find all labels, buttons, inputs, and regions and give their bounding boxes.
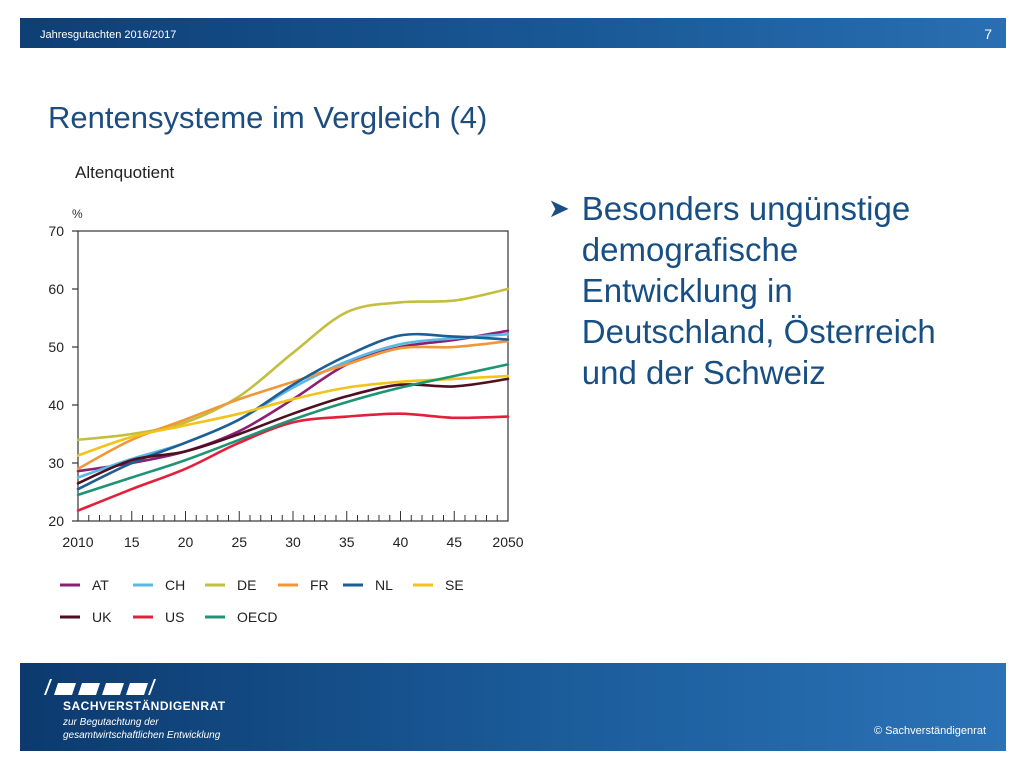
chart-container: Altenquotient% 20 30 40 50 60 70 2010 15 20 25 30 35… — [30, 150, 540, 640]
y-tick-label: 40 — [48, 397, 64, 413]
x-tick-label: 2050 — [492, 534, 523, 550]
bullet-line: Deutschland, Österreich — [581, 313, 936, 350]
x-tick-label: 2010 — [62, 534, 93, 550]
y-tick-label: 50 — [48, 339, 64, 355]
legend-label-at: AT — [92, 577, 109, 593]
y-axis-unit: % — [72, 207, 83, 221]
plot-frame — [77, 230, 509, 522]
x-tick-label: 40 — [393, 534, 409, 550]
y-tick-label: 30 — [48, 455, 64, 471]
chart-title: Altenquotient — [75, 163, 175, 182]
footer-bar: SACHVERSTÄNDIGENRAT zur Begutachtung der… — [20, 663, 1006, 751]
arrow-bullet-icon: ➤ — [548, 193, 570, 223]
report-title: Jahresgutachten 2016/2017 — [40, 29, 177, 41]
series-line-fr — [76, 339, 510, 471]
organization-subtitle: zur Begutachtung der gesamtwirtschaftlic… — [63, 716, 220, 742]
x-tick-label: 20 — [178, 534, 194, 550]
bullet-line: Besonders ungünstige — [581, 190, 911, 227]
subtitle-line: gesamtwirtschaftlichen Entwicklung — [63, 730, 221, 741]
series-line-nl — [76, 332, 510, 491]
slide-title: Rentensysteme im Vergleich (4) — [48, 100, 488, 135]
x-tick-label: 45 — [446, 534, 462, 550]
x-tick-label: 30 — [285, 534, 301, 550]
legend-label-de: DE — [237, 577, 256, 593]
y-tick-label: 60 — [48, 281, 64, 297]
page-number: 7 — [984, 26, 992, 42]
legend-label-se: SE — [445, 577, 464, 593]
organization-name: SACHVERSTÄNDIGENRAT — [63, 699, 226, 713]
series-line-ch — [76, 332, 510, 479]
bullet-text: Besonders ungünstige demografische Entwi… — [582, 188, 936, 393]
header-bar: Jahresgutachten 2016/2017 7 — [20, 18, 1006, 48]
bullet-line: und der Schweiz — [581, 354, 826, 391]
bullet-line: Entwicklung in — [581, 272, 793, 309]
y-tick-label: 20 — [48, 513, 64, 529]
x-tick-label: 35 — [339, 534, 355, 550]
legend-label-us: US — [165, 609, 184, 625]
series-line-uk — [76, 377, 510, 485]
copyright: © Sachverständigenrat — [873, 725, 986, 737]
x-tick-label: 15 — [124, 534, 140, 550]
series-line-oecd — [76, 363, 510, 497]
line-chart: Altenquotient% 20 30 40 50 60 70 2010 15 20 25 30 35… — [48, 163, 523, 625]
subtitle-line: zur Begutachtung der — [63, 717, 159, 728]
legend-label-nl: NL — [375, 577, 393, 593]
legend-label-fr: FR — [310, 577, 329, 593]
bullet-line: demografische — [581, 231, 799, 268]
legend-label-ch: CH — [165, 577, 185, 593]
y-tick-label: 70 — [48, 223, 64, 239]
bullet-point: ➤ Besonders ungünstige demografische Ent… — [548, 188, 988, 393]
logo-icon — [44, 679, 156, 695]
x-tick-label: 25 — [231, 534, 247, 550]
legend-label-oecd: OECD — [237, 609, 277, 625]
legend-label-uk: UK — [92, 609, 112, 625]
series-line-us — [76, 412, 510, 512]
